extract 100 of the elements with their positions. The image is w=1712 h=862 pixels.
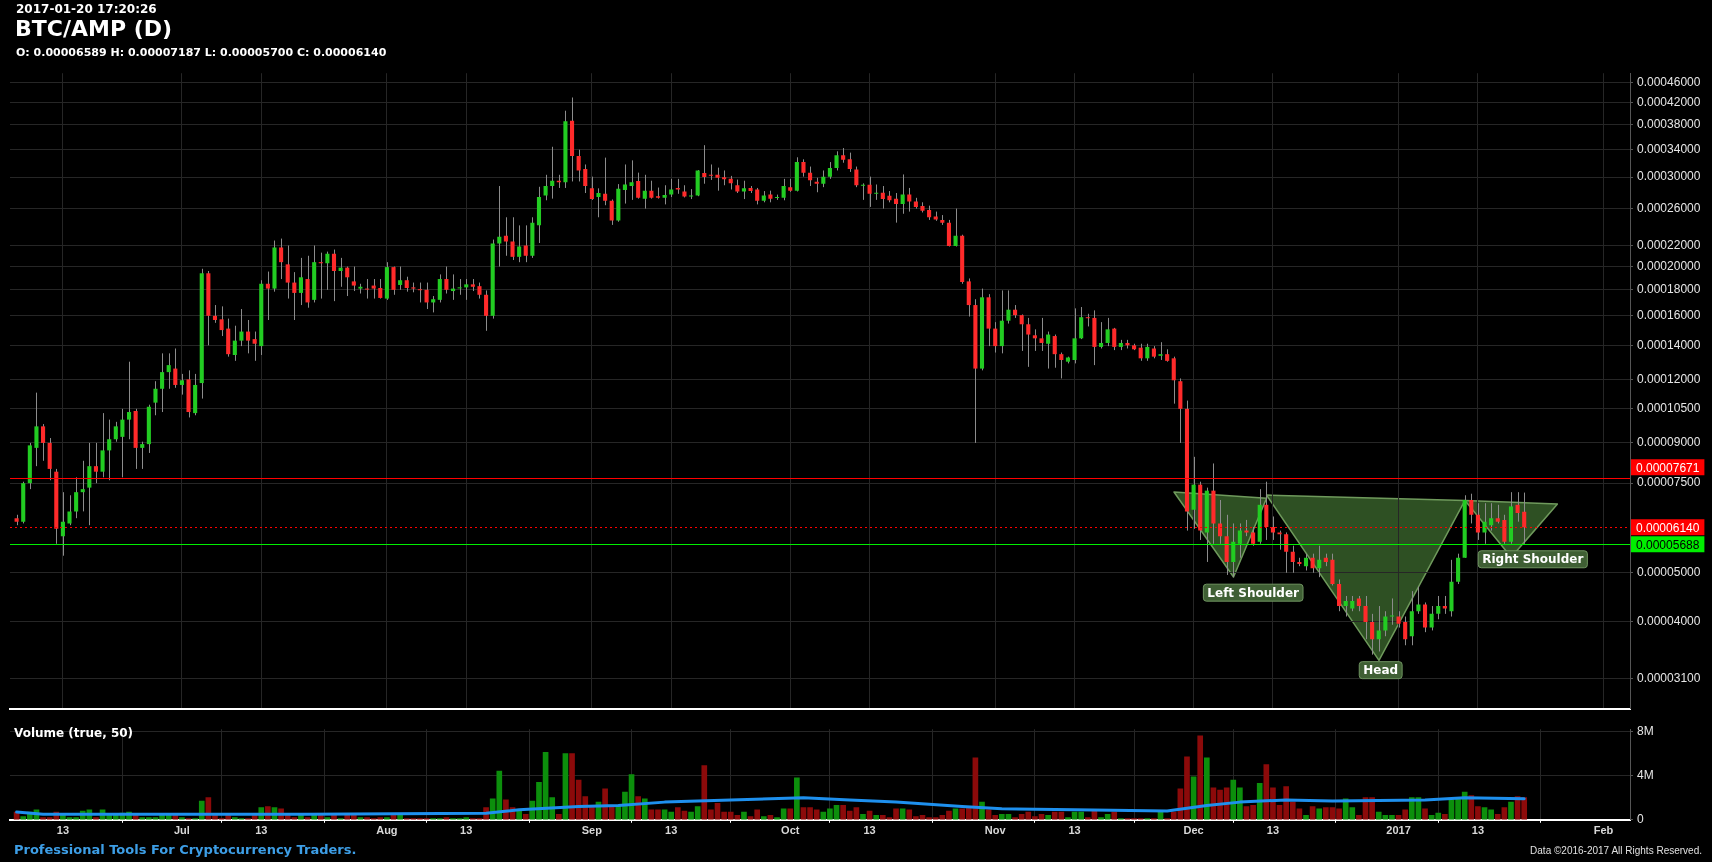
ref-line-label: 0.00005688 bbox=[1636, 537, 1700, 552]
candlestick bbox=[371, 278, 376, 300]
y-tick-label: 0.00026000 bbox=[1637, 200, 1701, 215]
candlestick bbox=[1284, 531, 1289, 574]
candlestick bbox=[285, 245, 290, 300]
text: O: 0.00006589 H: 0.00007187 L: 0.00005700 C: 0.00006140 bbox=[16, 46, 387, 59]
candlestick bbox=[1006, 289, 1011, 325]
candlestick bbox=[345, 266, 350, 297]
candlestick bbox=[1098, 321, 1104, 349]
y-tick-label: 8M bbox=[1637, 723, 1654, 738]
y-tick-label: 0.00009000 bbox=[1637, 435, 1701, 450]
candlestick bbox=[576, 149, 581, 182]
candlestick bbox=[1383, 610, 1388, 637]
x-tick-label: 13 bbox=[56, 824, 70, 837]
candlestick bbox=[153, 380, 158, 416]
candlestick bbox=[424, 282, 429, 310]
y-tick-label: 0.00022000 bbox=[1637, 237, 1701, 252]
candlestick bbox=[173, 348, 178, 389]
candlestick bbox=[589, 176, 594, 201]
bar bbox=[794, 777, 800, 820]
candlestick bbox=[120, 408, 125, 478]
candlestick bbox=[583, 163, 588, 194]
x-tick-label: 13 bbox=[255, 824, 268, 837]
candlestick bbox=[847, 152, 852, 173]
x-tick-label: 13 bbox=[1266, 824, 1280, 837]
candlestick bbox=[60, 491, 65, 557]
candlestick bbox=[351, 266, 356, 292]
candlestick bbox=[609, 198, 614, 226]
candlestick bbox=[860, 182, 866, 201]
candlestick bbox=[252, 331, 257, 362]
candlestick bbox=[417, 282, 423, 303]
candlestick bbox=[708, 163, 713, 181]
candlestick bbox=[893, 192, 899, 224]
bar bbox=[1442, 813, 1448, 820]
candlestick bbox=[1389, 597, 1395, 626]
y-tick-label: 0.00005000 bbox=[1637, 565, 1701, 580]
bar bbox=[1303, 815, 1309, 820]
bar bbox=[1316, 808, 1323, 820]
x-tick-label: 13 bbox=[665, 824, 678, 837]
bar bbox=[1111, 811, 1118, 820]
candlestick bbox=[1059, 352, 1064, 379]
candlestick bbox=[1469, 493, 1474, 524]
bar bbox=[860, 813, 866, 820]
x-tick-label: Nov bbox=[984, 824, 1007, 837]
y-tick-label: 0.00046000 bbox=[1637, 74, 1701, 89]
candlestick bbox=[166, 352, 171, 390]
bar bbox=[760, 816, 767, 820]
candlestick bbox=[232, 325, 237, 362]
x-tick-label: 13 bbox=[1068, 824, 1081, 837]
candlestick bbox=[160, 352, 165, 413]
candlestick bbox=[497, 185, 502, 268]
candlestick bbox=[946, 219, 951, 248]
candlestick bbox=[1429, 605, 1434, 631]
candlestick bbox=[1489, 502, 1494, 532]
candlestick bbox=[100, 412, 105, 478]
ref-line-label: 0.00007671 bbox=[1636, 460, 1700, 475]
x-tick-label: Sep bbox=[581, 824, 603, 837]
x-tick-label: Feb bbox=[1593, 824, 1614, 837]
text: Professional Tools For Cryptocurrency Traders. bbox=[14, 842, 357, 857]
candlestick bbox=[1502, 514, 1507, 545]
bar bbox=[873, 815, 880, 820]
candlestick bbox=[1217, 499, 1223, 545]
bar bbox=[741, 811, 747, 820]
candlestick bbox=[437, 273, 442, 303]
y-tick-label: 4M bbox=[1637, 767, 1654, 782]
candlestick bbox=[457, 278, 462, 296]
candlestick bbox=[1376, 605, 1381, 652]
candlestick bbox=[907, 187, 912, 213]
x-tick-label: 2017 bbox=[1386, 824, 1411, 837]
candlestick bbox=[622, 163, 627, 205]
y-tick-label: 0.00007500 bbox=[1637, 475, 1701, 490]
candlestick bbox=[603, 157, 608, 206]
candlestick bbox=[365, 278, 370, 300]
candlestick bbox=[1403, 616, 1408, 646]
candlestick bbox=[596, 187, 601, 218]
candlestick bbox=[669, 178, 674, 198]
candlestick bbox=[126, 361, 132, 440]
candlestick bbox=[113, 421, 118, 443]
candlestick bbox=[1475, 502, 1480, 541]
annotation: Right Shoulder bbox=[1482, 552, 1584, 567]
candlestick bbox=[398, 266, 403, 291]
candlestick bbox=[662, 184, 667, 205]
bar bbox=[1045, 815, 1051, 820]
y-tick-label: 0.00014000 bbox=[1637, 337, 1701, 352]
candlestick bbox=[80, 460, 85, 512]
candlestick bbox=[629, 159, 634, 201]
bar bbox=[93, 817, 99, 820]
text: Data ©2016-2017 All Rights Reserved. bbox=[1530, 845, 1702, 856]
candlestick bbox=[298, 257, 303, 306]
candlestick bbox=[1264, 481, 1269, 541]
candlestick bbox=[1277, 530, 1282, 551]
x-tick-label: 13 bbox=[460, 824, 473, 837]
x-tick-label: Jul bbox=[173, 824, 190, 837]
y-tick-label: 0.00042000 bbox=[1637, 95, 1701, 109]
candlestick bbox=[1522, 492, 1527, 545]
annotation: Left Shoulder bbox=[1207, 585, 1300, 600]
candlestick bbox=[265, 271, 270, 321]
candlestick bbox=[1052, 334, 1057, 369]
candlestick bbox=[107, 419, 112, 481]
candlestick bbox=[87, 442, 92, 526]
